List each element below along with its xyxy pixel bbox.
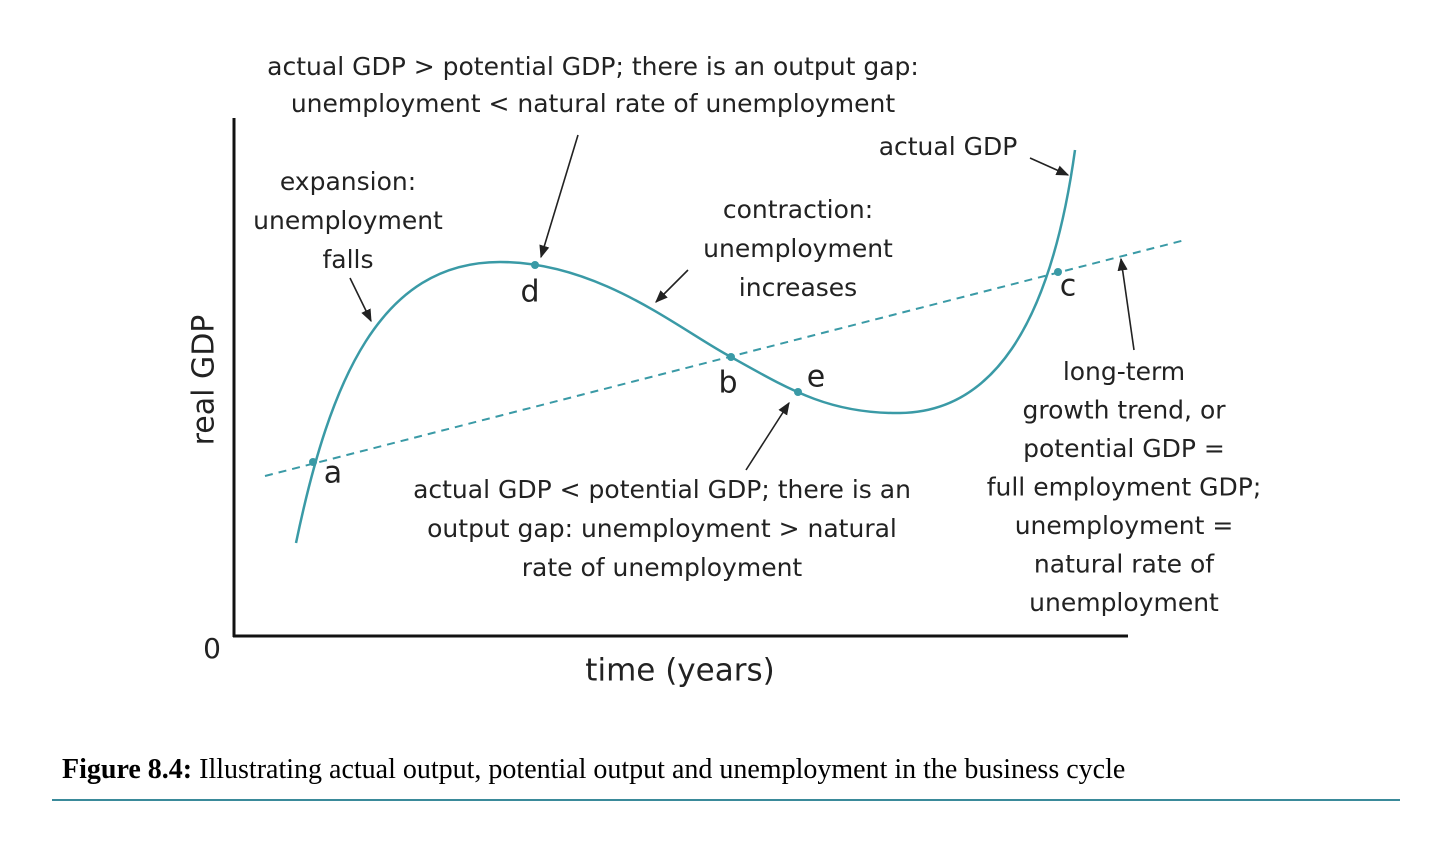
arrows [349,134,1135,471]
annotation-line: actual GDP > potential GDP; there is an … [267,52,919,81]
caption-label: Figure 8.4: [62,754,192,785]
point-label: a [324,456,342,491]
annotation-line: potential GDP = [1023,434,1225,463]
point-label: c [1060,269,1077,304]
point [1054,268,1062,276]
gdp-curve [294,149,1077,544]
x-axis-label: time (years) [585,653,774,689]
point [794,388,802,396]
origin-label: 0 [203,632,221,665]
point [531,261,539,269]
annotation-line: long-term [1063,357,1185,386]
annotation-line: falls [322,245,373,274]
annotation-line: unemployment [1029,588,1219,617]
point [727,353,735,361]
caption: Figure 8.4: Illustrating actual output, … [62,754,1125,785]
annotation-line: rate of unemployment [522,553,803,582]
annotation-line: unemployment [253,206,443,235]
annotation-line: unemployment = [1015,511,1234,540]
y-axis-label: real GDP [187,315,222,446]
point-label: e [807,360,825,395]
annotation-line: full employment GDP; [987,473,1262,502]
annotation-line: actual GDP < potential GDP; there is an [413,475,911,504]
point-label: b [718,366,737,401]
annotation-line: output gap: unemployment > natural [427,514,897,543]
annotation-line: contraction: [723,195,873,224]
annotation-line: expansion: [280,167,416,196]
annotation-line: natural rate of [1034,550,1215,579]
trend-line [264,239,1186,477]
point-label: d [520,275,539,310]
annotation-line: actual GDP [879,132,1018,161]
annotation-line: increases [739,273,857,302]
annotation-line: unemployment < natural rate of unemploym… [291,89,896,118]
annotation-line: growth trend, or [1022,396,1226,425]
annotation-line: unemployment [703,234,893,263]
point [309,458,317,466]
caption-text: Illustrating actual output, potential ou… [199,754,1125,785]
